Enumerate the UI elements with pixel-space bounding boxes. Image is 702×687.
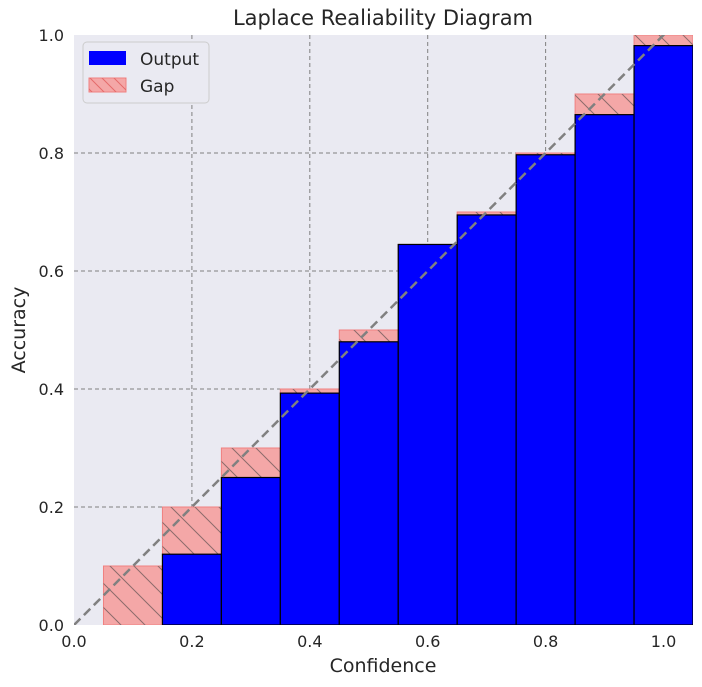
output-bar — [456, 214, 517, 625]
x-tick-label: 0.8 — [533, 632, 558, 651]
diagonal-reference — [74, 35, 666, 625]
output-bar — [338, 341, 399, 625]
chart-title: Laplace Realiability Diagram — [233, 6, 533, 30]
x-tick-label: 0.4 — [297, 632, 322, 651]
output-bar — [397, 243, 458, 625]
gap-bar-hatch — [339, 330, 399, 342]
y-tick-label: 0.4 — [39, 380, 64, 399]
gap-bar-hatch — [103, 566, 163, 625]
output-bar — [279, 392, 340, 625]
gap-bar-hatch — [162, 507, 222, 555]
output-bar — [574, 114, 635, 625]
legend-swatch-output — [89, 51, 126, 65]
x-tick-label: 0.2 — [179, 632, 204, 651]
x-axis-label: Confidence — [330, 655, 437, 677]
y-tick-label: 0.2 — [39, 498, 64, 517]
x-tick-labels: 0.0 0.2 0.4 0.6 0.8 1.0 — [61, 632, 676, 651]
x-tick-label: 0.0 — [61, 632, 86, 651]
legend-label-output: Output — [140, 50, 199, 70]
gap-bar-hatch — [221, 448, 281, 478]
gap-bar-hatch — [280, 389, 340, 394]
legend-label-gap: Gap — [140, 77, 174, 97]
output-bar — [220, 476, 281, 625]
y-tick-label: 0.6 — [39, 262, 64, 281]
legend: Output Gap — [82, 41, 210, 104]
gap-bar-hatch — [634, 35, 693, 46]
x-tick-label: 1.0 — [651, 632, 676, 651]
y-tick-labels: 0.0 0.2 0.4 0.6 0.8 1.0 — [39, 26, 64, 635]
gap-bar-hatch — [575, 94, 635, 115]
output-bars — [161, 45, 693, 625]
y-tick-label: 0.0 — [39, 616, 64, 635]
output-bar — [633, 45, 693, 625]
output-bar — [161, 553, 222, 625]
y-axis-label: Accuracy — [8, 287, 30, 374]
output-bar — [515, 154, 576, 625]
y-tick-label: 1.0 — [39, 26, 64, 45]
legend-swatch-gap-hatch — [89, 78, 126, 92]
x-tick-label: 0.6 — [415, 632, 440, 651]
y-tick-label: 0.8 — [39, 144, 64, 163]
diagonal-line — [74, 35, 666, 625]
